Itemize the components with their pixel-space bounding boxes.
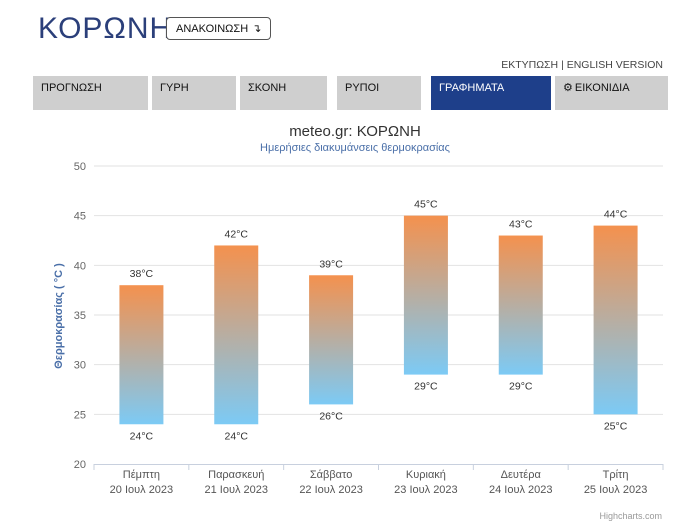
temperature-bar[interactable] [498, 235, 543, 375]
link-separator: | [561, 59, 564, 71]
high-value-label: 45°C [414, 199, 438, 211]
y-tick-label: 20 [74, 459, 86, 471]
high-value-label: 43°C [509, 219, 533, 231]
x-day-label: Κυριακή [406, 469, 446, 481]
tab-icons-label: ΕΙΚΟΝΙΔΙΑ [574, 82, 630, 94]
x-day-label: Δευτέρα [501, 469, 542, 481]
tab-dust-label: ΣΚΟΝΗ [248, 82, 287, 94]
high-value-label: 42°C [225, 228, 249, 240]
city-title: ΚΟΡΩΝΗ [38, 12, 173, 45]
x-date-label: 24 Ιουλ 2023 [489, 484, 553, 496]
tab-forecast[interactable]: ΠΡΟΓΝΩΣΗ [33, 76, 148, 110]
temperature-bar[interactable] [403, 215, 448, 375]
low-value-label: 26°C [319, 410, 343, 422]
temperature-bar[interactable] [593, 225, 638, 415]
arrow-down-icon: ↴ [252, 23, 262, 35]
x-day-label: Τρίτη [603, 469, 629, 481]
tab-icons[interactable]: ⚙ ΕΙΚΟΝΙΔΙΑ [555, 76, 668, 110]
y-tick-label: 35 [74, 310, 86, 322]
x-date-label: 22 Ιουλ 2023 [299, 484, 363, 496]
x-date-label: 23 Ιουλ 2023 [394, 484, 458, 496]
tab-charts-label: ΓΡΑΦΗΜΑΤΑ [439, 82, 505, 94]
high-value-label: 44°C [604, 209, 628, 221]
chart-credit: Highcharts.com [599, 511, 662, 521]
chart-title: meteo.gr: ΚΟΡΩΝΗ [289, 123, 421, 140]
tab-pollutants-label: ΡΥΠΟΙ [345, 82, 380, 94]
x-date-label: 21 Ιουλ 2023 [204, 484, 268, 496]
low-value-label: 24°C [225, 430, 249, 442]
y-tick-label: 45 [74, 211, 86, 223]
low-value-label: 29°C [414, 381, 438, 393]
announcement-label: ΑΝΑΚΟΙΝΩΣΗ [176, 23, 249, 35]
temperature-bar[interactable] [309, 275, 354, 405]
english-version-link[interactable]: ENGLISH VERSION [566, 59, 663, 71]
tab-pollutants[interactable]: ΡΥΠΟΙ [337, 76, 421, 110]
y-tick-label: 50 [74, 161, 86, 173]
x-day-label: Παρασκευή [208, 469, 264, 481]
temperature-bar[interactable] [119, 285, 164, 425]
tab-dust[interactable]: ΣΚΟΝΗ [240, 76, 327, 110]
x-date-label: 20 Ιουλ 2023 [110, 484, 174, 496]
top-links: ΕΚΤΥΠΩΣΗ | ENGLISH VERSION [501, 59, 663, 71]
low-value-label: 29°C [509, 381, 533, 393]
temperature-bar[interactable] [214, 245, 259, 425]
x-date-label: 25 Ιουλ 2023 [584, 484, 648, 496]
tab-pollen-label: ΓΥΡΗ [160, 82, 189, 94]
high-value-label: 38°C [130, 268, 154, 280]
announcement-button[interactable]: ΑΝΑΚΟΙΝΩΣΗ ↴ [166, 17, 272, 40]
tab-charts[interactable]: ΓΡΑΦΗΜΑΤΑ [431, 76, 551, 110]
tab-forecast-label: ΠΡΟΓΝΩΣΗ [41, 82, 102, 94]
high-value-label: 39°C [319, 258, 343, 270]
low-value-label: 24°C [130, 430, 154, 442]
x-day-label: Πέμπτη [123, 469, 160, 481]
y-tick-label: 40 [74, 260, 86, 272]
tab-pollen[interactable]: ΓΥΡΗ [152, 76, 236, 110]
y-tick-label: 30 [74, 360, 86, 372]
y-axis-label: Θερμοκρασίας ( °C ) [53, 263, 65, 369]
low-value-label: 25°C [604, 420, 628, 432]
chart-subtitle: Ημερήσιες διακυμάνσεις θερμοκρασίας [260, 142, 450, 154]
y-tick-label: 25 [74, 409, 86, 421]
x-day-label: Σάββατο [310, 469, 352, 481]
gear-icon: ⚙ [563, 82, 573, 94]
print-link[interactable]: ΕΚΤΥΠΩΣΗ [501, 59, 559, 71]
